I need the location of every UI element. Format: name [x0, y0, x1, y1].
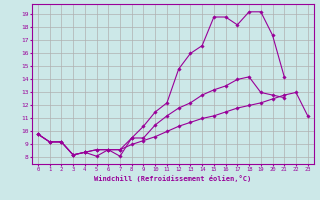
X-axis label: Windchill (Refroidissement éolien,°C): Windchill (Refroidissement éolien,°C)	[94, 175, 252, 182]
